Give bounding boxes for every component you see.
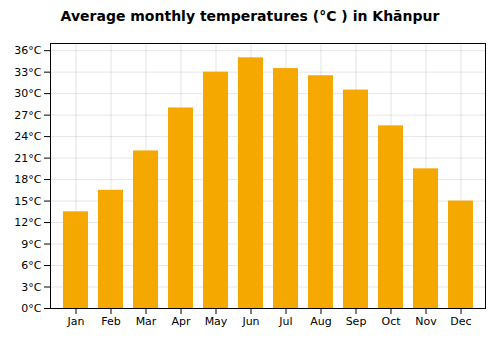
svg-text:12°C: 12°C <box>14 216 41 229</box>
svg-text:Apr: Apr <box>171 315 191 328</box>
svg-text:May: May <box>205 315 228 328</box>
svg-text:Sep: Sep <box>346 315 367 328</box>
svg-text:30°C: 30°C <box>14 87 41 100</box>
svg-text:Oct: Oct <box>381 315 401 328</box>
svg-text:Mar: Mar <box>136 315 157 328</box>
svg-text:15°C: 15°C <box>14 195 41 208</box>
svg-text:24°C: 24°C <box>14 130 41 143</box>
svg-text:36°C: 36°C <box>14 44 41 57</box>
svg-text:21°C: 21°C <box>14 152 41 165</box>
svg-text:6°C: 6°C <box>21 259 41 272</box>
svg-text:Dec: Dec <box>450 315 471 328</box>
svg-text:33°C: 33°C <box>14 66 41 79</box>
svg-text:Jun: Jun <box>241 315 259 328</box>
svg-text:18°C: 18°C <box>14 173 41 186</box>
svg-text:Jan: Jan <box>67 315 85 328</box>
svg-text:Feb: Feb <box>101 315 120 328</box>
svg-text:0°C: 0°C <box>21 302 41 315</box>
svg-text:9°C: 9°C <box>21 238 41 251</box>
svg-text:Aug: Aug <box>310 315 331 328</box>
svg-text:Jul: Jul <box>278 315 292 328</box>
html-text:Average monthly temperatures (: Average monthly temperatures (°C ) in Kh… <box>60 8 440 24</box>
svg-text:27°C: 27°C <box>14 109 41 122</box>
svg-text:Nov: Nov <box>415 315 437 328</box>
svg-text:3°C: 3°C <box>21 281 41 294</box>
